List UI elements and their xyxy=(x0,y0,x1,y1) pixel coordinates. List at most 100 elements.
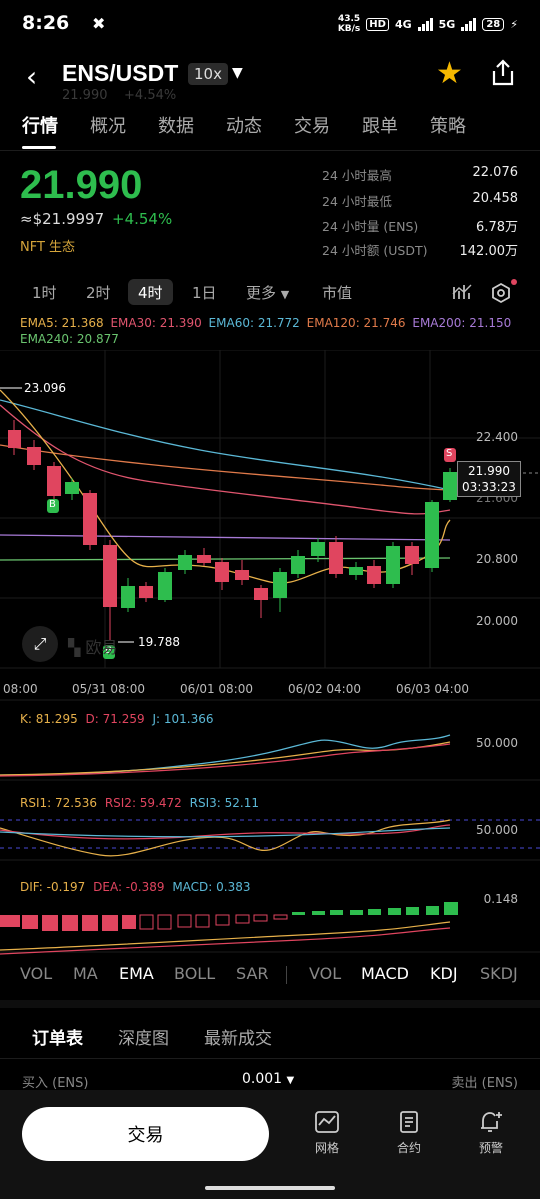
time-label-2: 05/31 08:00 xyxy=(72,682,145,696)
settings-icon[interactable] xyxy=(490,282,512,308)
ind-tab-vol-2[interactable]: VOL xyxy=(309,964,342,983)
network-4g: 4G xyxy=(394,17,412,31)
ind-tab-ema[interactable]: EMA xyxy=(119,964,154,983)
status-bar: 8:26 ✖ 43.5 KB/s HD 4G 5G 28 ⚡ xyxy=(0,0,540,50)
tab-trade[interactable]: 交易 xyxy=(294,116,330,137)
ema60-line xyxy=(0,399,451,491)
candles xyxy=(8,420,457,640)
contract-button[interactable]: 合约 xyxy=(384,1110,434,1156)
dif-line xyxy=(0,921,451,951)
ind-tab-vol[interactable]: VOL xyxy=(20,964,53,983)
sell-header: 卖出 (ENS) xyxy=(451,1076,518,1091)
ind-tab-macd[interactable]: MACD xyxy=(361,964,409,983)
buy-marker xyxy=(47,499,59,513)
stat-value-high: 22.076 xyxy=(472,165,519,180)
contract-icon xyxy=(400,1111,418,1133)
sell-marker xyxy=(444,448,456,462)
buy-marker-label-2: B xyxy=(105,645,112,656)
price-change: +4.54% xyxy=(112,210,173,228)
ghost-price: 21.990 +4.54% xyxy=(62,88,177,103)
back-icon[interactable]: ‹ xyxy=(26,60,38,93)
kdj-axis: 50.000 xyxy=(476,736,518,750)
stat-label-amount: 24 小时额 (USDT) xyxy=(322,243,428,258)
indicator-icon[interactable] xyxy=(452,283,472,305)
divider xyxy=(0,150,540,151)
ind-tab-sar[interactable]: SAR xyxy=(236,964,269,983)
leverage-badge[interactable]: 10x xyxy=(188,63,228,85)
high-marker-label: 23.096 xyxy=(24,381,66,395)
notification-dot xyxy=(511,279,517,285)
notification-icon: ✖ xyxy=(92,14,106,33)
rsi-axis: 50.000 xyxy=(476,823,518,837)
favorite-star-icon[interactable]: ★ xyxy=(436,56,463,91)
signal-icon xyxy=(417,17,433,31)
section-gap xyxy=(0,1000,540,1008)
tf-marketcap[interactable]: 市值 xyxy=(322,284,353,302)
main-tabs: 行情 概况 数据 动态 交易 跟单 策略 xyxy=(0,112,540,146)
ind-tab-skdj[interactable]: SKDJ xyxy=(480,964,518,983)
ind-tab-kdj[interactable]: KDJ xyxy=(430,964,458,983)
top-nav: ‹ ENS/USDT 10x ▼ ★ xyxy=(0,55,540,95)
stat-label-high: 24 小时最高 xyxy=(322,168,392,183)
alert-button[interactable]: 预警 xyxy=(466,1110,516,1156)
time-label-3: 06/01 08:00 xyxy=(180,682,253,696)
macd-axis: 0.148 xyxy=(483,892,518,906)
network-speed: 43.5 KB/s xyxy=(337,14,361,34)
rsi-legend: RSI1: 72.536 RSI2: 59.472 RSI3: 52.11 xyxy=(20,796,259,810)
tf-4h[interactable]: 4时 xyxy=(128,279,173,305)
tab-latest-trades[interactable]: 最新成交 xyxy=(204,1029,272,1049)
macd-legend: DIF: -0.197 DEA: -0.389 MACD: 0.383 xyxy=(20,880,251,894)
home-indicator xyxy=(205,1186,335,1190)
tf-1d[interactable]: 1日 xyxy=(192,284,217,302)
macd-histogram xyxy=(0,902,458,931)
ind-tab-ma[interactable]: MA xyxy=(73,964,98,983)
tab-copy[interactable]: 跟单 xyxy=(362,116,398,137)
axis-price-4: 20.000 xyxy=(476,614,518,628)
stat-label-vol: 24 小时量 (ENS) xyxy=(322,219,419,234)
pair-dropdown-icon[interactable]: ▼ xyxy=(232,65,243,81)
ema240-line xyxy=(0,557,451,561)
ema200-line xyxy=(0,534,451,541)
tf-2h[interactable]: 2时 xyxy=(86,284,111,302)
ind-divider xyxy=(286,966,287,984)
bell-plus-icon xyxy=(481,1112,502,1132)
grid-button[interactable]: 网格 xyxy=(302,1110,352,1156)
buy-marker-2 xyxy=(103,645,115,659)
ema120-line xyxy=(0,444,451,491)
category-tag[interactable]: NFT 生态 xyxy=(20,240,76,255)
status-icons: 43.5 KB/s HD 4G 5G 28 ⚡ xyxy=(338,14,518,34)
ema5-label: EMA5: 21.368 xyxy=(20,316,104,330)
ema240-label: EMA240: 20.877 xyxy=(20,332,119,346)
tab-news[interactable]: 动态 xyxy=(226,116,262,137)
low-marker-label: 19.788 xyxy=(138,635,180,649)
candlestick-chart[interactable] xyxy=(0,350,540,960)
tab-strategy[interactable]: 策略 xyxy=(430,116,466,137)
network-5g: 5G xyxy=(438,17,456,31)
share-icon[interactable] xyxy=(490,59,516,91)
time-label-4: 06/02 04:00 xyxy=(288,682,361,696)
stat-value-amount: 142.00万 xyxy=(459,244,519,259)
dea-line xyxy=(0,927,451,955)
rsi2-line xyxy=(0,824,451,840)
charging-icon: ⚡ xyxy=(510,17,518,31)
hd-icon: HD xyxy=(366,17,389,31)
tf-1h[interactable]: 1时 xyxy=(32,284,57,302)
pair-title[interactable]: ENS/USDT xyxy=(62,60,179,86)
ind-tab-boll[interactable]: BOLL xyxy=(174,964,216,983)
ema200-label: EMA200: 21.150 xyxy=(412,316,512,330)
tab-underline xyxy=(22,146,56,149)
tab-data[interactable]: 数据 xyxy=(158,116,194,137)
expand-icon[interactable]: ⤢ xyxy=(22,626,58,662)
buy-marker-label: B xyxy=(49,499,56,510)
divider-2 xyxy=(0,1058,540,1059)
rsi1-line xyxy=(0,819,451,857)
step-select[interactable]: 0.001 ▼ xyxy=(242,1071,295,1087)
tab-market[interactable]: 行情 xyxy=(22,116,58,137)
tab-orderbook[interactable]: 订单表 xyxy=(32,1029,83,1049)
watermark: ▚ 欧易 xyxy=(68,638,118,657)
tab-overview[interactable]: 概况 xyxy=(90,116,126,137)
trade-button[interactable]: 交易 xyxy=(22,1107,269,1161)
ema60-label: EMA60: 21.772 xyxy=(208,316,300,330)
tab-depth[interactable]: 深度图 xyxy=(118,1029,169,1049)
tf-more[interactable]: 更多 ▼ xyxy=(246,284,290,302)
